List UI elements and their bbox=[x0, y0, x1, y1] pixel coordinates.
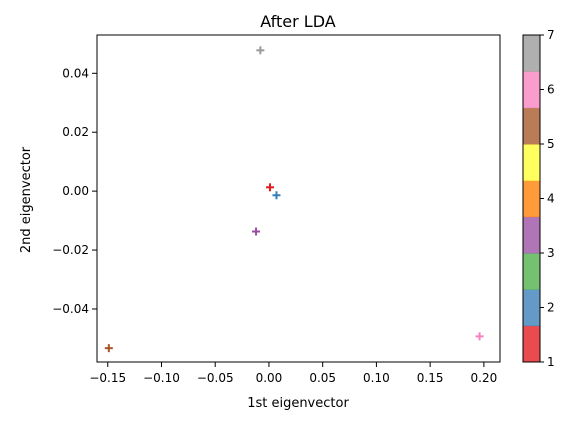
colorbar-segment bbox=[523, 71, 540, 109]
colorbar-segment bbox=[523, 180, 540, 218]
y-tick-label: 0.00 bbox=[62, 184, 89, 198]
colorbar-ticks: 1 2 3 4 5 6 7 bbox=[540, 28, 555, 369]
data-points bbox=[104, 46, 484, 353]
colorbar-tick-label: 6 bbox=[547, 83, 555, 97]
colorbar bbox=[522, 34, 541, 363]
colorbar-segment bbox=[523, 289, 540, 327]
colorbar-segment bbox=[523, 107, 540, 145]
x-tick-label: −0.15 bbox=[89, 371, 126, 385]
colorbar-tick-label: 3 bbox=[547, 246, 555, 260]
colorbar-segment bbox=[523, 35, 540, 72]
y-tick-label: 0.04 bbox=[62, 66, 89, 80]
data-point bbox=[256, 46, 265, 55]
x-tick-label: 0.10 bbox=[363, 371, 390, 385]
y-tick-label: −0.04 bbox=[52, 302, 89, 316]
data-point bbox=[475, 332, 484, 341]
plot-area-frame bbox=[96, 34, 501, 363]
colorbar-segment bbox=[523, 253, 540, 290]
y-tick-label: 0.02 bbox=[62, 125, 89, 139]
x-axis-ticks: −0.15 −0.10 −0.05 0.00 0.05 0.10 0.15 0.20 bbox=[89, 362, 497, 385]
colorbar-segment bbox=[523, 144, 540, 181]
colorbar-tick-label: 5 bbox=[547, 137, 555, 151]
y-axis-label: 2nd eigenvector bbox=[19, 146, 34, 253]
x-tick-label: 0.05 bbox=[309, 371, 336, 385]
y-axis-ticks: −0.04 −0.02 0.00 0.02 0.04 bbox=[52, 66, 97, 316]
x-tick-label: 0.15 bbox=[417, 371, 444, 385]
x-axis-label: 1st eigenvector bbox=[247, 396, 349, 411]
colorbar-segment bbox=[523, 216, 540, 254]
y-tick-label: −0.02 bbox=[52, 243, 89, 257]
data-point bbox=[266, 183, 275, 192]
data-point bbox=[104, 344, 113, 353]
colorbar-tick-label: 2 bbox=[547, 301, 555, 315]
colorbar-tick-label: 4 bbox=[547, 192, 555, 206]
colorbar-tick-label: 7 bbox=[547, 28, 555, 42]
data-point bbox=[252, 227, 261, 236]
x-tick-label: −0.05 bbox=[197, 371, 234, 385]
colorbar-segment bbox=[523, 325, 540, 363]
data-point bbox=[272, 191, 281, 200]
chart-title: After LDA bbox=[260, 12, 335, 31]
x-tick-label: −0.10 bbox=[143, 371, 180, 385]
x-tick-label: 0.00 bbox=[256, 371, 283, 385]
colorbar-tick-label: 1 bbox=[547, 355, 555, 369]
x-tick-label: 0.20 bbox=[471, 371, 498, 385]
